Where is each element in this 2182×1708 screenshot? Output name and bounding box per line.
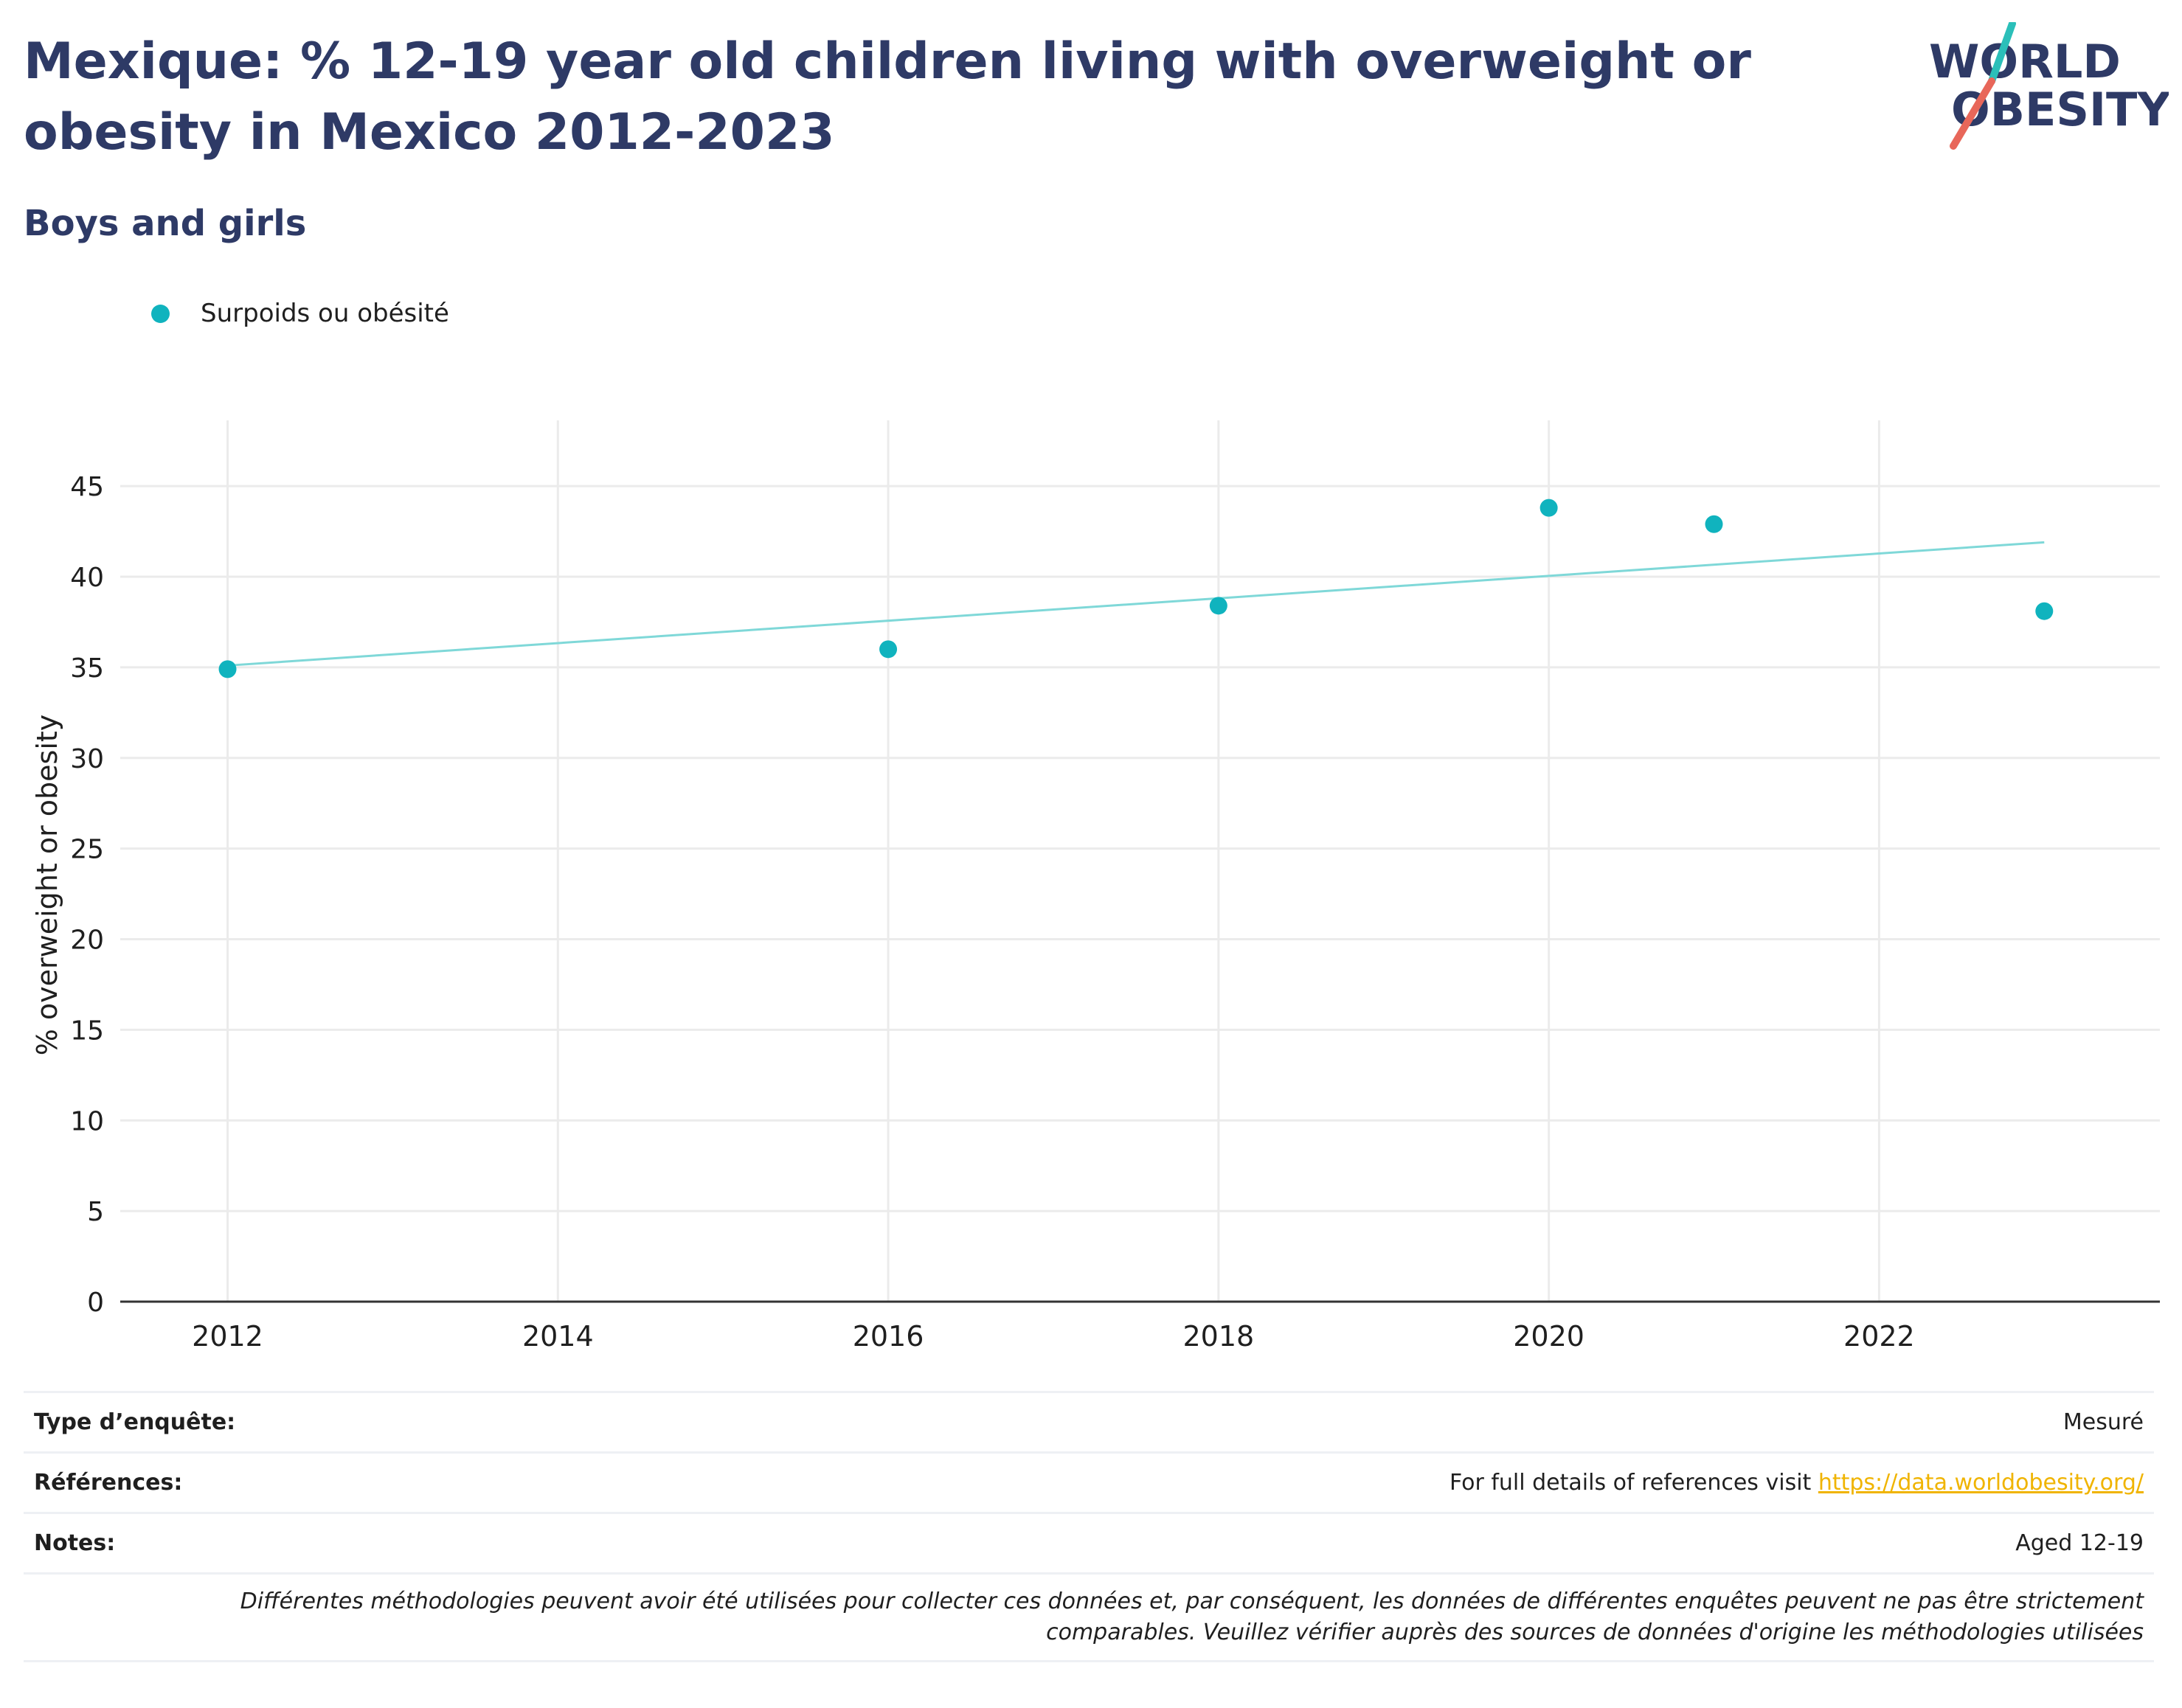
y-tick-label: 10	[70, 1106, 104, 1136]
x-tick-label: 2016	[853, 1320, 924, 1353]
y-tick-label: 5	[87, 1197, 104, 1227]
world-obesity-logo[interactable]: WORLD OBESITY	[1918, 22, 2169, 155]
y-tick-label: 15	[70, 1016, 104, 1046]
data-point	[218, 660, 237, 678]
scatter-chart: 0 5 10 15 20 25 30 35 40 45 2012 2014 2016 2018 2020 20…	[70, 420, 2160, 1353]
methodology-disclaimer: Différentes méthodologies peuvent avoir …	[24, 1572, 2154, 1662]
y-axis-label: % overweight or obesity	[31, 714, 63, 1056]
x-tick-label: 2020	[1513, 1320, 1584, 1353]
x-tick-label: 2022	[1843, 1320, 1915, 1353]
survey-type-label: Type d’enquête:	[34, 1409, 236, 1435]
legend[interactable]: Surpoids ou obésité	[151, 299, 449, 328]
data-point	[1539, 499, 1558, 517]
data-point	[1705, 515, 1723, 533]
logo-teal-slash	[1988, 22, 2016, 85]
references-value: For full details of references visit htt…	[1450, 1470, 2144, 1496]
y-tick-label: 45	[70, 472, 104, 502]
references-row: Références: For full details of referenc…	[24, 1451, 2154, 1512]
legend-marker	[151, 304, 170, 323]
chart-subtitle: Boys and girls	[24, 203, 307, 244]
notes-value: Aged 12-19	[2015, 1530, 2144, 1556]
logo-red-slash	[1950, 77, 1995, 150]
x-tick-label: 2014	[522, 1320, 594, 1353]
data-point	[2035, 602, 2054, 620]
references-text: For full details of references visit	[1449, 1470, 1818, 1496]
trendline-layer	[227, 541, 2045, 667]
disclaimer-line-2: comparables. Veuillez vérifier auprès de…	[1046, 1620, 2144, 1645]
metadata-table: Type d’enquête: Mesuré Références: For f…	[24, 1391, 2154, 1662]
y-tick-label: 25	[70, 835, 104, 865]
y-tick-label: 20	[70, 926, 104, 956]
notes-label: Notes:	[34, 1530, 116, 1556]
legend-label: Surpoids ou obésité	[201, 299, 449, 328]
axes: 0 5 10 15 20 25 30 35 40 45 2012 2014 2016 2018 2020 20…	[70, 472, 2160, 1353]
y-tick-label: 35	[70, 653, 104, 684]
trendline	[227, 541, 2045, 667]
y-tick-label: 30	[70, 744, 104, 774]
y-tick-label: 0	[87, 1288, 104, 1318]
data-points	[218, 499, 2054, 678]
notes-row: Notes: Aged 12-19	[24, 1512, 2154, 1572]
references-label: Références:	[34, 1470, 183, 1496]
data-point	[1209, 597, 1227, 615]
logo-text-world: WORLD	[1929, 35, 2121, 88]
x-tick-label: 2018	[1182, 1320, 1254, 1353]
data-point	[879, 640, 898, 659]
survey-type-value: Mesuré	[2062, 1409, 2144, 1435]
chart-title: Mexique: % 12-19 year old children livin…	[24, 32, 1751, 162]
disclaimer-line-1: Différentes méthodologies peuvent avoir …	[240, 1589, 2144, 1614]
references-link[interactable]: https://data.worldobesity.org/	[1818, 1470, 2144, 1496]
y-tick-label: 40	[70, 563, 104, 593]
x-tick-label: 2012	[192, 1320, 263, 1353]
survey-type-row: Type d’enquête: Mesuré	[24, 1391, 2154, 1451]
grid-lines	[120, 420, 2160, 1302]
